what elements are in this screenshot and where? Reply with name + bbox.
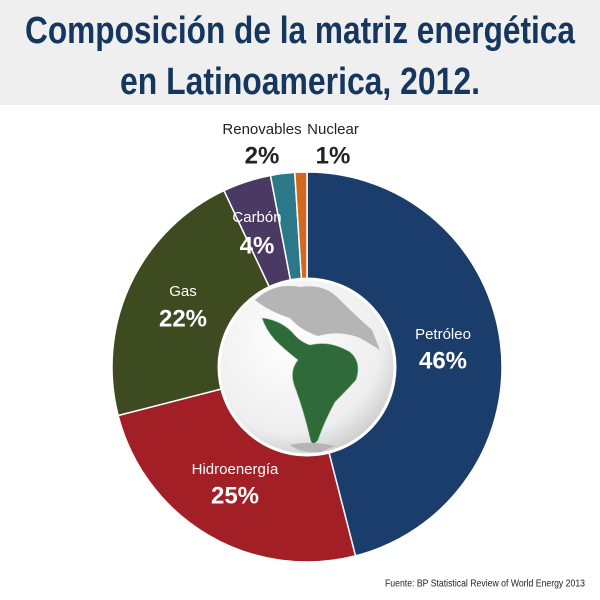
value-label: 46% <box>419 347 467 374</box>
title-band <box>0 0 600 105</box>
segment-label: Renovables <box>222 121 301 138</box>
segment-label: Carbón <box>232 209 281 226</box>
segment-label: Petróleo <box>415 326 471 343</box>
chart-title: Composición de la matriz energética <box>25 10 576 52</box>
value-label: 1% <box>316 142 351 169</box>
segment-label: Nuclear <box>307 121 359 138</box>
segment-label: Gas <box>169 283 197 300</box>
source-note: Fuente: BP Statistical Review of World E… <box>385 579 585 590</box>
value-label: 2% <box>245 142 280 169</box>
donut <box>111 171 503 563</box>
segment-label: Hidroenergía <box>192 461 279 478</box>
chart-title: en Latinoamerica, 2012. <box>120 61 480 103</box>
value-label: 4% <box>240 232 275 259</box>
value-label: 25% <box>211 482 259 509</box>
value-label: 22% <box>159 305 207 332</box>
globe <box>217 277 397 457</box>
